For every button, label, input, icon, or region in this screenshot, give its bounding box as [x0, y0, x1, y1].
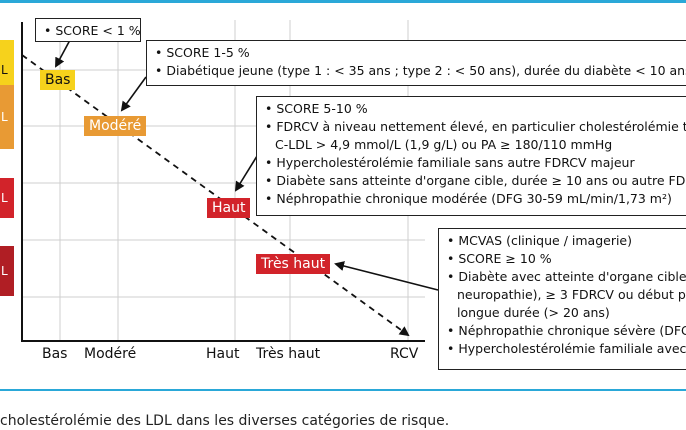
- callout-arrow-tres-haut: [334, 261, 439, 291]
- callout-box-bas: SCORE < 1 %: [35, 18, 141, 42]
- bottom-accent-line: [0, 389, 686, 391]
- x-tick-bas: Bas: [42, 346, 68, 362]
- box-modere-item: Diabétique jeune (type 1 : < 35 ans ; ty…: [155, 62, 686, 80]
- box-tres-haut-item-continued: neuropathie), ≥ 3 FDRCV ou début précoce…: [457, 287, 686, 302]
- box-modere-item: SCORE 1-5 %: [155, 44, 678, 62]
- box-bas-item: SCORE < 1 %: [44, 22, 140, 40]
- y-label-haut: L: [0, 178, 14, 218]
- top-accent-line: [0, 0, 686, 3]
- callout-box-haut: SCORE 5-10 % FDRCV à niveau nettement él…: [256, 96, 686, 216]
- x-tick-rcv: RCV: [390, 346, 419, 362]
- x-tick-modere: Modéré: [84, 346, 137, 362]
- box-tres-haut-item: MCVAS (clinique / imagerie): [447, 232, 678, 250]
- box-haut-item: Hypercholestérolémie familiale sans autr…: [265, 154, 678, 172]
- x-tick-tres-haut: Très haut: [256, 346, 321, 362]
- category-tres-haut: Très haut: [256, 254, 331, 274]
- callout-box-tres-haut: MCVAS (clinique / imagerie) SCORE ≥ 10 %…: [438, 228, 686, 370]
- box-tres-haut-item: SCORE ≥ 10 %: [447, 250, 678, 268]
- category-haut: Haut: [207, 198, 251, 218]
- callout-arrow-bas: [55, 39, 71, 68]
- category-modere: Modéré: [84, 116, 147, 136]
- box-tres-haut-item-continued: longue durée (> 20 ans): [457, 305, 610, 320]
- box-haut-item-continued: C-LDL > 4,9 mmol/L (1,9 g/L) ou PA ≥ 180…: [275, 137, 613, 152]
- box-haut-item: SCORE 5-10 %: [265, 100, 678, 118]
- box-tres-haut-item: Diabète avec atteinte d'organe cible (mi…: [447, 268, 686, 286]
- box-tres-haut-item: Hypercholestérolémie familiale avec MCVA…: [447, 340, 686, 358]
- box-tres-haut-item: Néphropathie chronique sévère (DFG < 30 …: [447, 322, 686, 340]
- callout-box-modere: SCORE 1-5 % Diabétique jeune (type 1 : <…: [146, 40, 686, 86]
- figure-caption: cholestérolémie des LDL dans les diverse…: [0, 413, 450, 429]
- risk-trend-dashed-arrow: [21, 54, 410, 337]
- x-tick-haut: Haut: [206, 346, 240, 362]
- category-bas: Bas: [40, 70, 76, 90]
- box-haut-item: Diabète sans atteinte d'organe cible, du…: [265, 172, 686, 190]
- box-haut-item: FDRCV à niveau nettement élevé, en parti…: [265, 118, 686, 136]
- y-label-tres-haut: L: [0, 246, 14, 296]
- box-haut-item: Néphropathie chronique modérée (DFG 30-5…: [265, 190, 678, 208]
- callout-arrow-modere: [120, 76, 147, 112]
- y-label-modere: L: [0, 85, 14, 149]
